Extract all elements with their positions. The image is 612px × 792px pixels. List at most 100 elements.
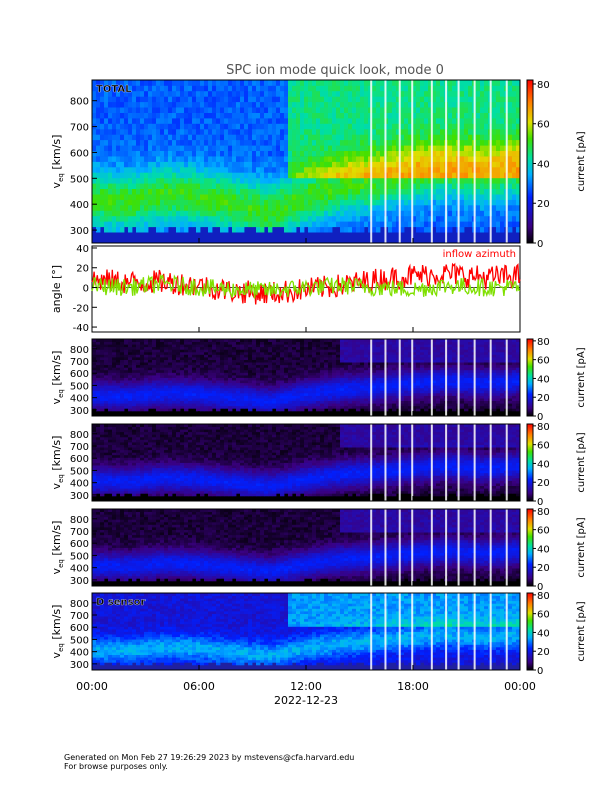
spectrogram-cell: [156, 357, 161, 360]
spectrogram-cell: [364, 221, 369, 228]
spectrogram-cell: [236, 405, 241, 409]
spectrogram-cell: [192, 344, 197, 348]
spectrogram-cell: [280, 145, 285, 151]
spectrogram-cell: [292, 405, 297, 409]
spectrogram-cell: [332, 101, 337, 108]
spectrogram-cell: [468, 101, 473, 108]
spectrogram-cell: [432, 183, 437, 189]
spectrogram-cell: [212, 166, 217, 173]
spectrogram-cell: [256, 367, 261, 371]
spectrogram-cell: [268, 107, 273, 113]
spectrogram-cell: [192, 398, 197, 401]
spectrogram-cell: [284, 400, 289, 404]
spectrogram-cell: [500, 139, 505, 146]
spectrogram-cell: [356, 118, 361, 124]
spectrogram-cell: [96, 398, 101, 401]
spectrogram-cell: [96, 341, 101, 345]
spectrogram-cell: [212, 215, 217, 222]
spectrogram-cell: [388, 128, 393, 135]
spectrogram-cell: [116, 139, 121, 146]
spectrogram-cell: [432, 134, 437, 141]
spectrogram-cell: [124, 351, 129, 355]
spectrogram-cell: [312, 405, 317, 409]
spectrogram-cell: [144, 134, 149, 141]
spectrogram-cell: [308, 210, 313, 217]
spectrogram-cell: [284, 221, 289, 228]
spectrogram-cell: [460, 166, 465, 173]
spectrogram-cell: [432, 161, 437, 168]
spectrogram-cell: [180, 123, 185, 130]
spectrogram-cell: [132, 139, 137, 146]
spectrogram-cell: [156, 385, 161, 389]
spectrogram-cell: [216, 392, 221, 396]
spectrogram-cell: [356, 344, 361, 348]
spectrogram-cell: [128, 341, 133, 345]
spectrogram-cell: [252, 128, 257, 135]
spectrogram-cell: [100, 80, 105, 86]
spectrogram-cell: [508, 145, 513, 151]
spectrogram-cell: [492, 134, 497, 141]
spectrogram-cell: [104, 139, 109, 146]
spectrogram-cell: [296, 139, 301, 146]
spectrogram-cell: [336, 354, 341, 358]
spectrogram-cell: [292, 101, 297, 108]
spectrogram-cell: [160, 215, 165, 222]
spectrogram-cell: [356, 354, 361, 358]
spectrogram-cell: [376, 156, 381, 162]
spectrogram-cell: [132, 205, 137, 211]
spectrogram-cell: [164, 408, 169, 412]
spectrogram-cell: [332, 359, 337, 363]
spectrogram-cell: [220, 395, 225, 399]
spectrogram-cell: [316, 90, 321, 97]
spectrogram-cell: [300, 400, 305, 404]
spectrogram-cell: [228, 199, 233, 206]
spectrogram-cell: [512, 139, 517, 146]
spectrogram-cell: [104, 96, 109, 103]
spectrogram-cell: [264, 161, 269, 168]
spectrogram-cell: [516, 194, 521, 200]
spectrogram-cell: [184, 390, 189, 394]
spectrogram-cell: [96, 364, 101, 368]
spectrogram-cell: [176, 387, 181, 391]
spectrogram-cell: [108, 364, 113, 368]
spectrogram-cell: [180, 344, 185, 348]
spectrogram-cell: [240, 349, 245, 353]
spectrogram-cell: [188, 346, 193, 350]
spectrogram-cell: [200, 139, 205, 146]
spectrogram-cell: [376, 172, 381, 179]
spectrogram-cell: [476, 112, 481, 119]
spectrogram-cell: [420, 177, 425, 184]
spectrogram-cell: [208, 156, 213, 162]
spectrogram-cell: [256, 408, 261, 412]
spectrogram-cell: [212, 194, 217, 200]
spectrogram-cell: [452, 145, 457, 151]
spectrogram-cell: [140, 408, 145, 412]
spectrogram-cell: [408, 96, 413, 103]
spectrogram-cell: [344, 194, 349, 200]
spectrogram-cell: [188, 398, 193, 401]
spectrogram-cell: [300, 346, 305, 350]
spectrogram-cell: [284, 123, 289, 130]
spectrogram-cell: [332, 390, 337, 394]
spectrogram-cell: [332, 387, 337, 391]
spectrogram-cell: [264, 156, 269, 162]
spectrogram-cell: [260, 118, 265, 124]
spectrogram-cell: [140, 188, 145, 195]
spectrogram-cell: [204, 357, 209, 360]
spectrogram-cell: [100, 369, 105, 373]
spectrogram-cell: [392, 161, 397, 168]
spectrogram-cell: [316, 188, 321, 195]
spectrogram-cell: [372, 387, 377, 391]
spectrogram-cell: [164, 403, 169, 407]
spectrogram-cell: [408, 101, 413, 108]
spectrogram-cell: [128, 364, 133, 368]
spectrogram-cell: [452, 80, 457, 86]
spectrogram-cell: [276, 395, 281, 399]
spectrogram-cell: [176, 96, 181, 103]
spectrogram-cell: [284, 374, 289, 378]
spectrogram-cell: [372, 112, 377, 119]
spectrogram-cell: [240, 199, 245, 206]
spectrogram-cell: [272, 90, 277, 97]
spectrogram-cell: [304, 188, 309, 195]
spectrogram-cell: [188, 96, 193, 103]
